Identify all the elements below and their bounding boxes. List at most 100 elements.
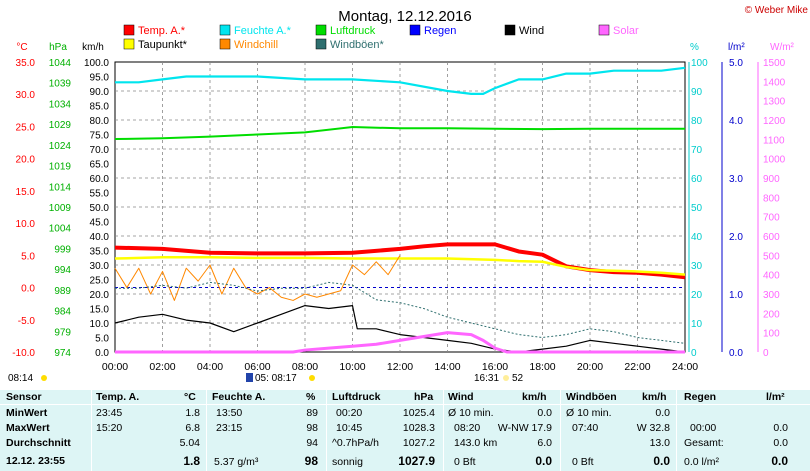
tick-label-wm2: 1100 bbox=[763, 135, 785, 146]
tick-label-kmh: 60.0 bbox=[90, 174, 110, 185]
weather-chart: Montag, 12.12.2016 © Weber Mike °C 35.0 30.0… bbox=[8, 5, 809, 384]
tick-label-wm2: 0 bbox=[763, 348, 769, 359]
temp-current: 1.8 bbox=[183, 454, 200, 468]
series-line-taupunkt bbox=[114, 256, 686, 276]
moonrise-time: 05: 08:17 bbox=[255, 373, 297, 384]
tick-label-kmh: 20.0 bbox=[90, 290, 110, 301]
press-min: 1025.4 bbox=[402, 407, 435, 419]
tick-label-temp_c: 30.0 bbox=[16, 90, 36, 101]
tick-label-kmh: 55.0 bbox=[90, 189, 110, 200]
temp-min-time: 23:45 bbox=[96, 407, 123, 419]
tick-label-pct: 10 bbox=[691, 319, 703, 330]
gust-unit: km/h bbox=[642, 391, 667, 403]
gust-min-label: Ø 10 min. bbox=[566, 407, 612, 419]
x-tick-label: 10:00 bbox=[339, 361, 365, 373]
x-tick-label: 24:00 bbox=[672, 361, 698, 373]
tick-label-temp_c: 10.0 bbox=[16, 219, 36, 230]
x-tick-label: 00:00 bbox=[102, 361, 128, 373]
sunrise-time: 08:14 bbox=[8, 373, 33, 384]
legend-label: Regen bbox=[424, 25, 456, 37]
x-tick-label: 14:00 bbox=[434, 361, 460, 373]
temp-min: 1.8 bbox=[185, 407, 200, 419]
x-tick-label: 08:00 bbox=[292, 361, 318, 373]
rain-head: Regen bbox=[684, 391, 717, 403]
axis-label-lm2: l/m² bbox=[728, 42, 745, 53]
gust-max: W 32.8 bbox=[636, 422, 670, 434]
temp-avg: 5.04 bbox=[179, 437, 200, 449]
tick-label-temp_c: 0.0 bbox=[21, 284, 35, 295]
wind-min-label: Ø 10 min. bbox=[448, 407, 494, 419]
summary-table: Sensor MinWert MaxWert Durchschnitt 12.1… bbox=[0, 390, 810, 471]
chart-title: Montag, 12.12.2016 bbox=[338, 8, 471, 25]
tick-label-pct: 100 bbox=[691, 58, 708, 69]
tick-label-kmh: 85.0 bbox=[90, 102, 110, 113]
wind-max-time: 08:20 bbox=[454, 422, 481, 434]
press-min-time: 00:20 bbox=[336, 407, 363, 419]
copyright-text: © Weber Mike bbox=[745, 5, 809, 16]
legend-label: Feuchte A.* bbox=[234, 25, 292, 37]
x-tick-label: 22:00 bbox=[624, 361, 650, 373]
tick-label-lm2: 2.0 bbox=[729, 232, 743, 243]
hum-min-time: 13:50 bbox=[216, 407, 243, 419]
hum-min: 89 bbox=[306, 407, 318, 419]
wind-current: 0.0 bbox=[535, 454, 552, 468]
hum-max: 98 bbox=[306, 422, 318, 434]
tick-label-hpa: 1039 bbox=[49, 79, 72, 90]
x-tick-label: 20:00 bbox=[577, 361, 603, 373]
press-trend: ^0.7hPa/h bbox=[332, 437, 379, 449]
tick-label-hpa: 974 bbox=[54, 348, 71, 359]
tick-label-hpa: 1004 bbox=[49, 224, 72, 235]
axis-label-kmh: km/h bbox=[82, 42, 104, 53]
wind-bft: 0 Bft bbox=[454, 456, 476, 468]
tick-label-wm2: 1200 bbox=[763, 116, 786, 127]
series-line-windben bbox=[115, 281, 686, 344]
press-current: 1027.9 bbox=[398, 454, 435, 468]
tick-label-wm2: 1500 bbox=[763, 58, 786, 69]
tick-label-hpa: 1014 bbox=[49, 182, 72, 193]
tick-label-wm2: 900 bbox=[763, 174, 780, 185]
x-tick-label: 02:00 bbox=[149, 361, 175, 373]
tick-label-pct: 60 bbox=[691, 174, 703, 185]
legend-swatch bbox=[598, 24, 610, 36]
gust-min: 0.0 bbox=[655, 407, 670, 419]
tick-label-hpa: 1029 bbox=[49, 120, 72, 131]
tick-label-kmh: 30.0 bbox=[90, 261, 110, 272]
press-forecast: sonnig bbox=[332, 456, 363, 468]
axis-label-temp_c: °C bbox=[16, 42, 27, 53]
press-head: Luftdruck bbox=[332, 391, 381, 403]
moonrise-icon bbox=[246, 373, 253, 382]
legend-swatch bbox=[504, 24, 516, 36]
tick-label-hpa: 979 bbox=[54, 327, 71, 338]
series-line-luftdruck bbox=[114, 126, 685, 141]
moon-icon bbox=[503, 375, 509, 381]
legend-swatch bbox=[123, 24, 135, 36]
tick-label-wm2: 1400 bbox=[763, 77, 786, 88]
tick-label-kmh: 40.0 bbox=[90, 232, 110, 243]
sun-icon bbox=[309, 375, 315, 381]
tick-label-pct: 20 bbox=[691, 290, 703, 301]
tick-label-hpa: 989 bbox=[54, 286, 71, 297]
tick-label-kmh: 90.0 bbox=[90, 87, 110, 98]
tick-label-wm2: 1000 bbox=[763, 155, 786, 166]
series-line-tempa bbox=[114, 242, 686, 280]
gust-max-time: 07:40 bbox=[572, 422, 599, 434]
legend-swatch bbox=[123, 38, 135, 50]
row-min: MinWert bbox=[6, 407, 48, 419]
legend-label: Taupunkt* bbox=[138, 39, 188, 51]
tick-label-hpa: 1009 bbox=[49, 203, 72, 214]
hum-head: Feuchte A. bbox=[212, 391, 266, 403]
tick-label-pct: 50 bbox=[691, 203, 703, 214]
tick-label-kmh: 15.0 bbox=[90, 305, 110, 316]
tick-label-lm2: 5.0 bbox=[729, 58, 743, 69]
tick-label-hpa: 1034 bbox=[49, 99, 72, 110]
tick-label-pct: 0 bbox=[691, 348, 697, 359]
x-tick-label: 18:00 bbox=[529, 361, 555, 373]
tick-label-hpa: 999 bbox=[54, 244, 71, 255]
tick-label-kmh: 95.0 bbox=[90, 73, 110, 84]
series-line-solar bbox=[115, 331, 685, 354]
tick-label-wm2: 400 bbox=[763, 271, 780, 282]
hum-max-time: 23:15 bbox=[216, 422, 243, 434]
legend-swatch bbox=[219, 38, 231, 50]
tick-label-wm2: 300 bbox=[763, 290, 780, 301]
hum-unit: % bbox=[306, 391, 316, 403]
